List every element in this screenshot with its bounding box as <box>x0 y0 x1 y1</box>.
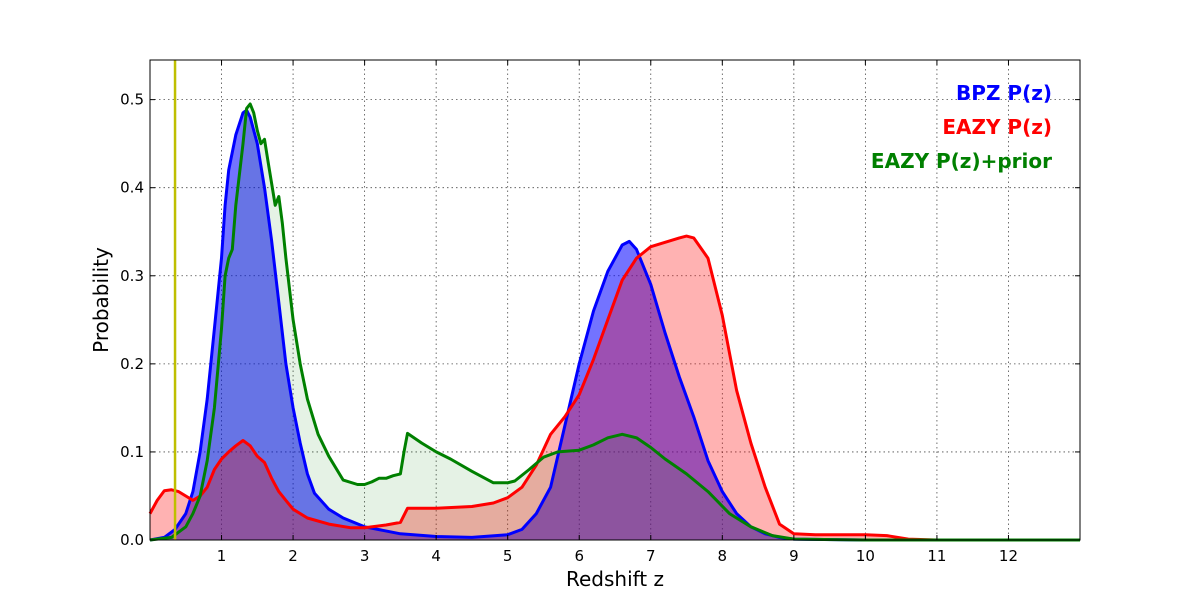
series-line-eazy-p-z <box>148 234 1080 542</box>
x-tick-labels: 1 2 3 4 5 6 7 8 9 10 11 12 <box>217 547 1018 565</box>
series-line-eazy-p-z-prior <box>149 102 1080 542</box>
x-tick-label: 7 <box>646 547 656 565</box>
plot-frame <box>149 59 1081 541</box>
x-tick-label: 8 <box>718 547 728 565</box>
x-tick-label: 12 <box>999 547 1018 565</box>
x-tick-label: 3 <box>360 547 370 565</box>
x-tick-label: 2 <box>288 547 298 565</box>
y-tick-label: 0.0 <box>120 531 144 549</box>
series-line-bpz-p-z <box>149 108 1080 542</box>
x-tick-label: 4 <box>431 547 441 565</box>
y-tick-labels: 0.0 0.1 0.2 0.3 0.4 0.5 <box>120 91 144 549</box>
x-tick-label: 9 <box>789 547 799 565</box>
x-tick-label: 5 <box>503 547 513 565</box>
x-tick-label: 10 <box>856 547 875 565</box>
legend: BPZ P(z) EAZY P(z) EAZY P(z)+prior <box>871 81 1052 173</box>
x-tick-label: 11 <box>927 547 946 565</box>
series-lines <box>148 102 1080 542</box>
y-tick-label: 0.1 <box>120 443 144 461</box>
x-tick-label: 1 <box>217 547 227 565</box>
legend-entry: EAZY P(z)+prior <box>871 149 1052 173</box>
y-tick-label: 0.3 <box>120 267 144 285</box>
ticks <box>150 60 1080 541</box>
y-tick-label: 0.4 <box>120 179 144 197</box>
legend-entry: BPZ P(z) <box>956 81 1052 105</box>
y-tick-label: 0.5 <box>120 91 144 109</box>
series-fill-eazy-p-z <box>150 236 1080 540</box>
y-tick-label: 0.2 <box>120 355 144 373</box>
legend-entry: EAZY P(z) <box>942 115 1052 139</box>
series-fill-bpz-p-z <box>150 110 1080 540</box>
x-axis-label: Redshift z <box>566 567 664 591</box>
y-axis-label: Probability <box>89 247 113 353</box>
x-tick-label: 6 <box>574 547 584 565</box>
